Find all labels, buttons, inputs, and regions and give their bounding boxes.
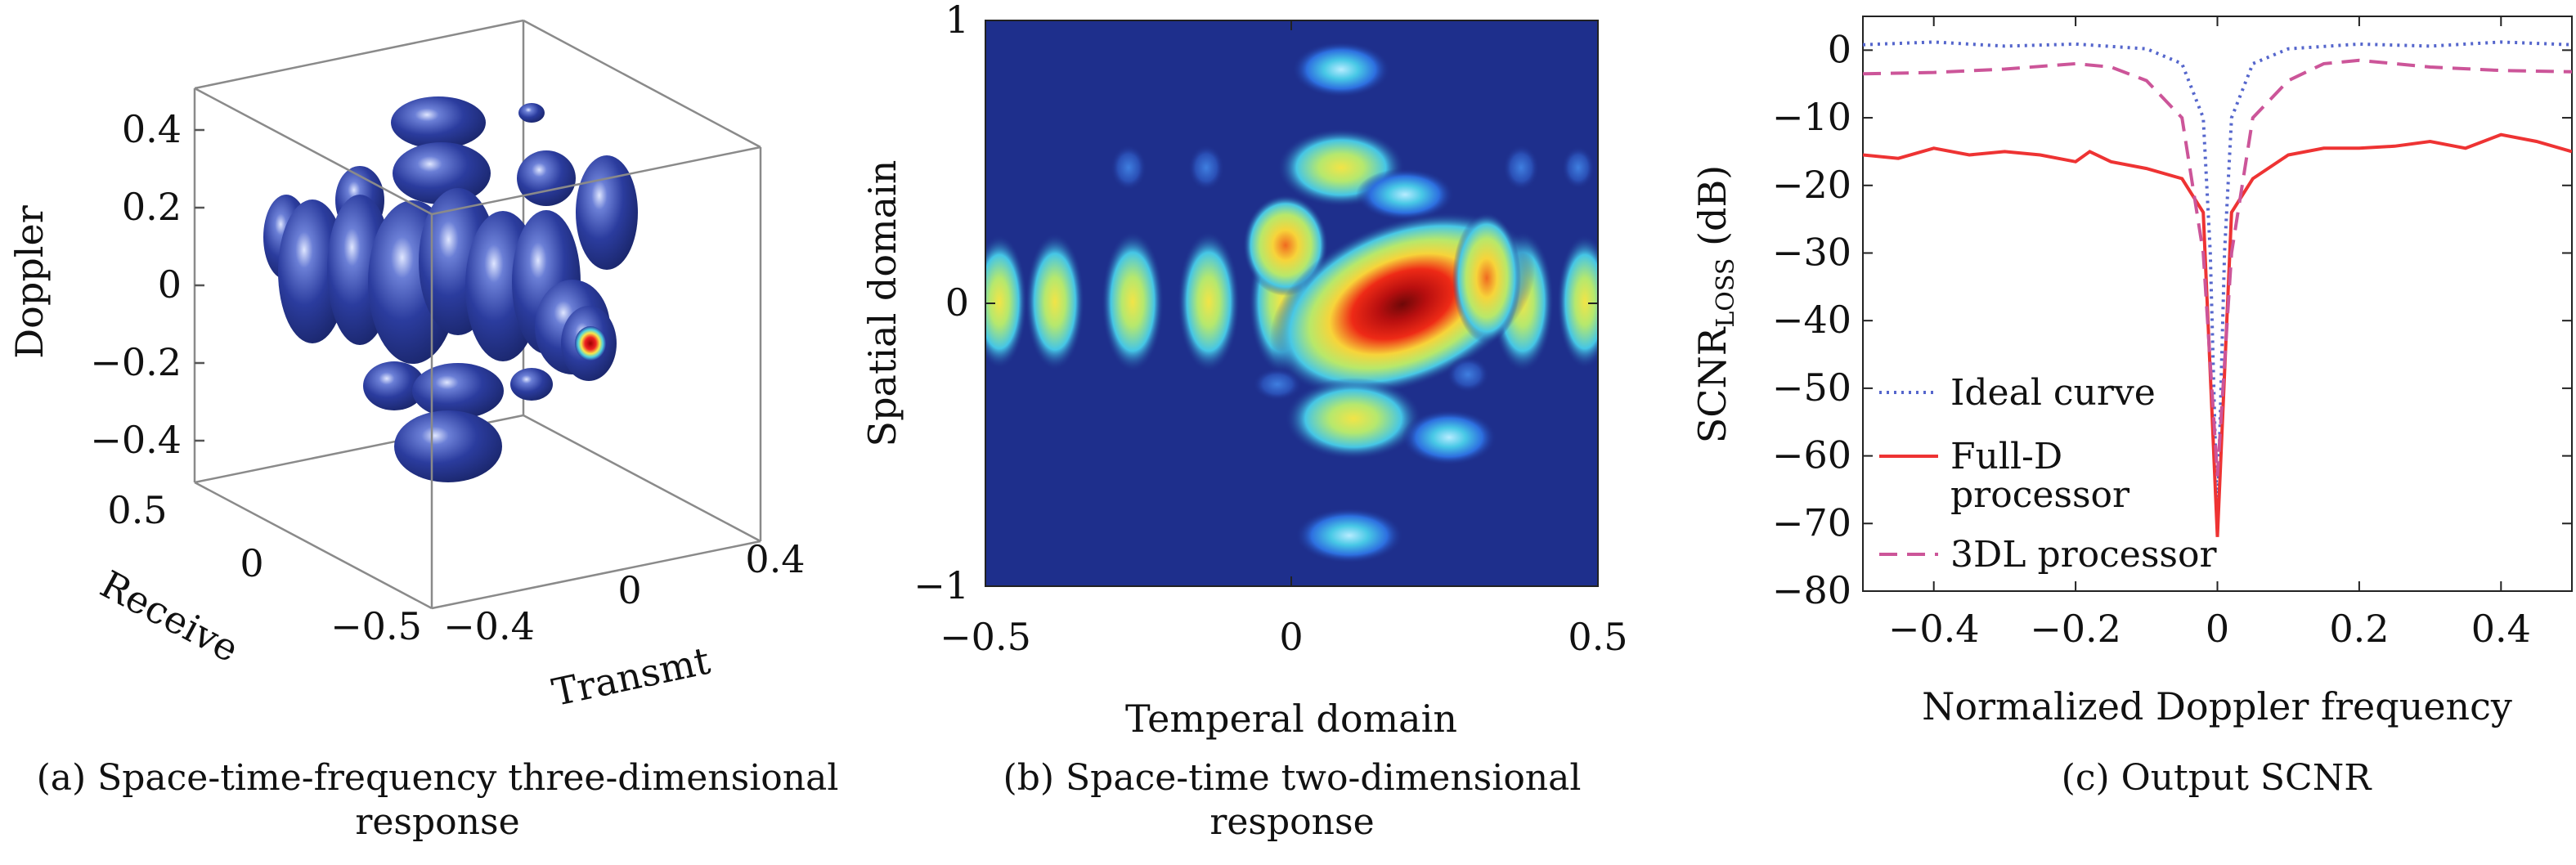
x-tick-label: −0.4 — [443, 604, 535, 648]
panel-a-3d-response: 0.4 0.2 0 −0.2 −0.4 Doppler 0.5 0 −0.5 R… — [7, 19, 806, 715]
y-axis-title: Receive — [93, 562, 246, 670]
x-tick-label: 0 — [2206, 607, 2229, 651]
caption-b: (b) Space-time two-dimensional response — [1003, 757, 1582, 843]
y-axis-title-unit: (dB) — [1690, 165, 1735, 258]
x-tick-label: 0 — [1279, 615, 1303, 659]
x-tick-label: −0.4 — [1888, 607, 1980, 651]
z-tick-label: −0.2 — [90, 340, 182, 384]
y-axis-title: Spatial domain — [860, 160, 904, 447]
y-tick-label: −70 — [1772, 500, 1851, 545]
z-axis-ticks — [195, 128, 204, 442]
isosurface-blobs — [263, 96, 638, 482]
y-tick-label: −10 — [1772, 95, 1851, 139]
y-tick-label: −1 — [913, 563, 969, 607]
legend-label-full-d: Full-D processor — [1950, 436, 2130, 516]
y-tick-label: 0 — [945, 280, 969, 325]
panel-c-line-chart: −0.4 −0.2 0 0.2 0.4 0 −10 −20 −30 −40 −50 −60 −70 −80… — [1690, 16, 2573, 728]
x-axis-title: Transmt — [548, 639, 714, 715]
caption-a: (a) Space-time-frequency three-dimension… — [36, 757, 839, 843]
legend-label-line: processor — [1950, 474, 2130, 516]
axis-ticks — [1863, 16, 2572, 592]
x-tick-label: 0.4 — [745, 537, 805, 581]
y-tick-label: 0 — [1828, 27, 1851, 71]
tick-labels: −0.4 −0.2 0 0.2 0.4 0 −10 −20 −30 −40 −50 −60 −70 −80 — [1772, 27, 2531, 651]
legend-label-line: Full-D — [1950, 436, 2062, 477]
peak-marker — [575, 326, 606, 361]
y-axis-title-main: SCNR — [1690, 326, 1735, 443]
x-tick-label: −0.2 — [2030, 607, 2121, 651]
x-tick-label: 0 — [617, 568, 641, 612]
x-tick-label: −0.5 — [940, 615, 1031, 659]
x-axis-title: Normalized Doppler frequency — [1922, 684, 2512, 728]
legend: Ideal curve Full-D processor 3DL processo… — [1879, 372, 2217, 576]
x-tick-label: 0.2 — [2329, 607, 2389, 651]
z-axis-title: Doppler — [7, 205, 52, 358]
z-tick-label: 0.4 — [122, 107, 182, 151]
heatmap-ticks — [985, 20, 1598, 586]
z-tick-label: −0.4 — [90, 418, 182, 462]
z-tick-label: 0 — [158, 262, 182, 307]
x-axis-title: Temperal domain — [1125, 697, 1457, 741]
series-line-ideal-curve — [1863, 40, 2572, 524]
heatmap-lobes — [985, 42, 1598, 563]
y-tick-label: −80 — [1772, 568, 1851, 612]
caption-c: (c) Output SCNR — [2061, 757, 2372, 799]
series-lines — [1863, 40, 2572, 537]
y-tick-label: 0 — [240, 541, 263, 585]
x-tick-label: 0.5 — [1568, 615, 1627, 659]
y-axis-title: SCNRLOSS (dB) — [1690, 165, 1740, 443]
x-tick-label: 0.4 — [2471, 607, 2531, 651]
y-axis-title-subscript: LOSS — [1712, 258, 1740, 328]
y-tick-label: −60 — [1772, 433, 1851, 477]
legend-label-3dl: 3DL processor — [1950, 534, 2217, 576]
y-tick-label: 0.5 — [107, 488, 167, 532]
series-line-3dl-processor — [1863, 58, 2572, 477]
y-tick-label: −0.5 — [330, 604, 422, 648]
y-tick-label: −20 — [1772, 163, 1851, 207]
y-tick-label: −40 — [1772, 298, 1851, 342]
y-tick-label: −50 — [1772, 365, 1851, 410]
legend-label-ideal: Ideal curve — [1950, 372, 2156, 414]
z-tick-label: 0.2 — [122, 185, 182, 229]
y-tick-label: −30 — [1772, 230, 1851, 274]
y-tick-label: 1 — [945, 0, 969, 42]
panel-b-heatmap: −0.5 0 0.5 1 0 −1 Temperal domain Spatia… — [860, 0, 1628, 741]
